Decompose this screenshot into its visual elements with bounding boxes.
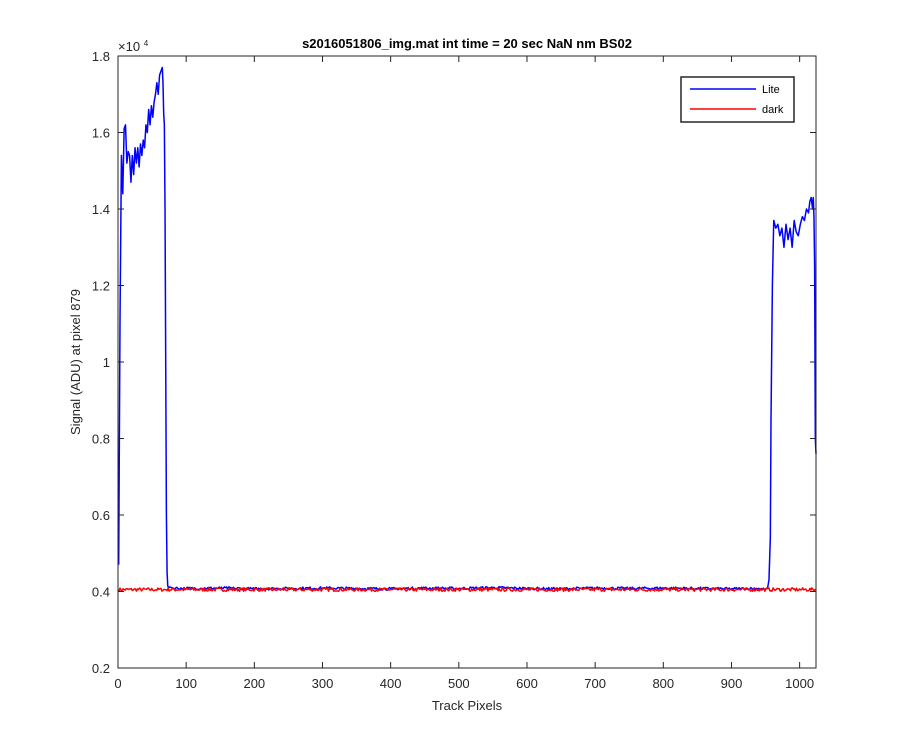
y-tick-label: 1.2 bbox=[92, 279, 110, 294]
y-tick-label: 0.8 bbox=[92, 432, 110, 447]
y-tick-label: 0.4 bbox=[92, 585, 110, 600]
x-tick-label: 200 bbox=[243, 676, 265, 691]
series-layer bbox=[117, 66, 817, 593]
y-exponent-power: 4 bbox=[144, 39, 149, 48]
y-tick-label: 1.6 bbox=[92, 126, 110, 141]
series-line-dark bbox=[117, 587, 817, 593]
tick-layer: 0 100 200 300 400 500 600 700 800 900 1000 0.2 0.4 0.… bbox=[92, 49, 816, 691]
x-tick-label: 700 bbox=[584, 676, 606, 691]
x-tick-label: 0 bbox=[114, 676, 121, 691]
legend-label-dark: dark bbox=[762, 104, 784, 116]
chart-title: s2016051806_img.mat int time = 20 sec Na… bbox=[302, 36, 632, 51]
legend-label-lite: Lite bbox=[762, 84, 780, 96]
y-tick-label: 0.6 bbox=[92, 508, 110, 523]
legend-box bbox=[680, 76, 795, 123]
y-exponent-label: ×10 4 bbox=[118, 39, 149, 54]
y-axis-label: Signal (ADU) at pixel 879 bbox=[68, 289, 83, 435]
x-tick-label: 1000 bbox=[785, 676, 814, 691]
axes-background bbox=[118, 56, 816, 668]
y-tick-label: 1 bbox=[103, 355, 110, 370]
y-exponent-base: ×10 bbox=[118, 39, 140, 54]
legend: Lite dark bbox=[680, 76, 795, 123]
x-tick-label: 400 bbox=[380, 676, 402, 691]
x-tick-label: 600 bbox=[516, 676, 538, 691]
x-tick-label: 100 bbox=[175, 676, 197, 691]
x-tick-label: 300 bbox=[312, 676, 334, 691]
y-tick-label: 0.2 bbox=[92, 661, 110, 676]
y-tick-label: 1.4 bbox=[92, 202, 110, 217]
y-tick-label: 1.8 bbox=[92, 49, 110, 64]
x-tick-label: 800 bbox=[652, 676, 674, 691]
x-tick-label: 900 bbox=[721, 676, 743, 691]
x-tick-label: 500 bbox=[448, 676, 470, 691]
x-axis-label: Track Pixels bbox=[432, 698, 503, 713]
